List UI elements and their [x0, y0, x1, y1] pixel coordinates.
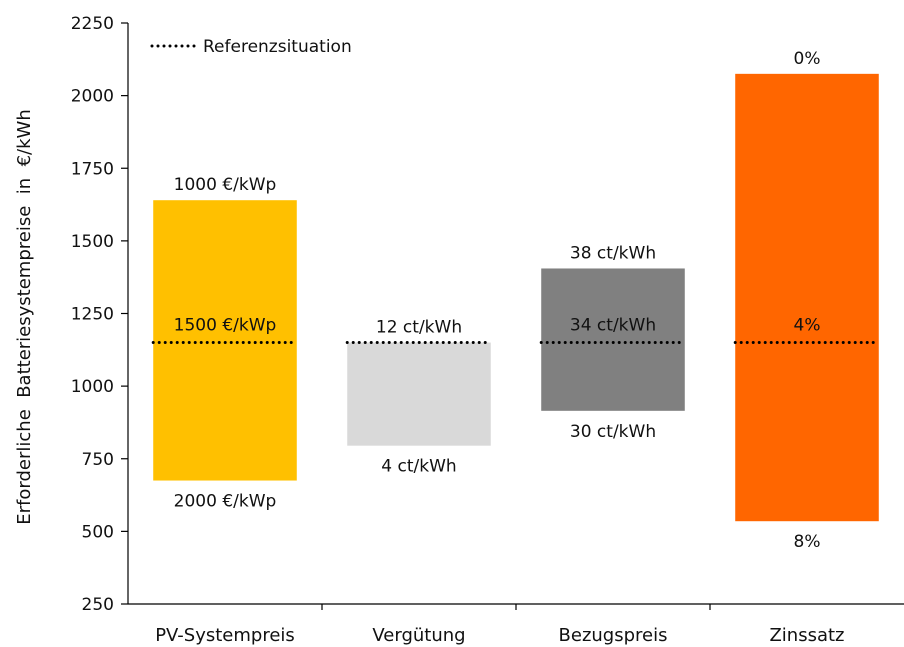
bar-label-top: 38 ct/kWh: [570, 243, 656, 263]
y-tick-label: 1500: [71, 232, 114, 252]
bar-label-bottom: 2000 €/kWp: [174, 492, 277, 512]
bar-label-reference: 34 ct/kWh: [570, 316, 656, 336]
legend-reference-label: Referenzsituation: [203, 37, 352, 57]
legend: Referenzsituation: [150, 37, 352, 57]
labels-layer: 250 500 750 1000 1250 1500 1750 2000 2250 1000 €/…: [71, 14, 845, 646]
x-category-label: Bezugspreis: [559, 625, 668, 646]
bar-label-bottom: 30 ct/kWh: [570, 422, 656, 442]
range-bar: [735, 73, 879, 522]
bar-label-bottom: 8%: [794, 532, 821, 552]
bars-layer: [153, 73, 879, 522]
y-tick-label: 2250: [71, 14, 114, 34]
x-category-label: Zinssatz: [769, 625, 844, 646]
y-axis-title: Erforderliche Batteriesystempreise in €/…: [14, 109, 35, 524]
bar-label-top: 1000 €/kWp: [174, 175, 277, 195]
y-tick-label: 2000: [71, 87, 114, 107]
axes-layer: [121, 22, 904, 610]
bar-label-reference: 4%: [794, 316, 821, 336]
bar-label-bottom: 4 ct/kWh: [381, 457, 456, 477]
y-tick-label: 1750: [71, 159, 114, 179]
bar-label-reference: 1500 €/kWp: [174, 316, 277, 336]
y-tick-label: 500: [82, 522, 114, 542]
y-tick-label: 250: [82, 595, 114, 615]
range-bar: [153, 200, 297, 481]
y-tick-label: 750: [82, 450, 114, 470]
bar-label-top: 0%: [794, 49, 821, 69]
y-tick-label: 1250: [71, 305, 114, 325]
x-category-label: PV-Systempreis: [155, 625, 295, 646]
x-category-label: Vergütung: [372, 625, 465, 646]
range-bar: [347, 342, 491, 446]
bar-label-top: 12 ct/kWh: [376, 318, 462, 338]
y-tick-label: 1000: [71, 377, 114, 397]
range-bar: [541, 268, 685, 411]
